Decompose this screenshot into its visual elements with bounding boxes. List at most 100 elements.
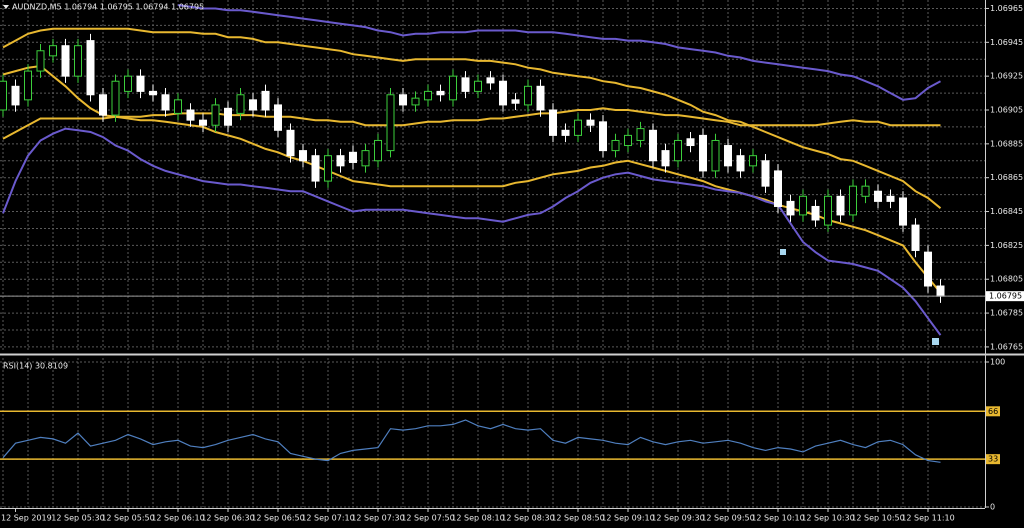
candle-body bbox=[149, 90, 157, 96]
candle-body bbox=[449, 75, 457, 101]
candle-body bbox=[249, 99, 257, 111]
candle-body bbox=[349, 151, 357, 163]
y-tick-label: 1.06885 bbox=[990, 139, 1023, 148]
y-tick-label: 33 bbox=[988, 455, 998, 464]
x-tick-label: 12 Sep 08:30 bbox=[501, 514, 554, 523]
x-tick-label: 12 Sep 2019 bbox=[1, 514, 52, 523]
candle-body bbox=[786, 200, 795, 216]
x-tick-label: 12 Sep 06:10 bbox=[151, 514, 204, 523]
candle-body bbox=[761, 160, 770, 187]
candle-body bbox=[386, 94, 395, 152]
candle-body bbox=[711, 139, 720, 172]
x-tick-label: 12 Sep 11:10 bbox=[901, 514, 954, 523]
candle-body bbox=[474, 80, 482, 92]
level-label-box bbox=[986, 454, 1000, 465]
candle-body bbox=[186, 109, 195, 121]
candle-body bbox=[461, 77, 470, 92]
current-price-box bbox=[986, 291, 1024, 302]
candle-body bbox=[649, 129, 657, 162]
x-tick-label: 12 Sep 08:10 bbox=[451, 514, 504, 523]
y-tick-label: 1.06865 bbox=[990, 173, 1023, 182]
candle-body bbox=[311, 155, 320, 182]
candle-body bbox=[861, 185, 870, 197]
candle-body bbox=[799, 195, 807, 216]
level-label-box bbox=[986, 406, 1000, 417]
marker bbox=[780, 249, 786, 255]
candle-body bbox=[549, 109, 557, 136]
candle-body bbox=[686, 138, 695, 147]
y-tick-label: 1.06825 bbox=[990, 241, 1023, 250]
x-tick-label: 12 Sep 07:50 bbox=[401, 514, 454, 523]
candle-body bbox=[624, 134, 632, 147]
candle-body bbox=[849, 185, 857, 216]
band-line bbox=[2, 64, 942, 294]
y-tick-label: 66 bbox=[988, 407, 998, 416]
candle-body bbox=[374, 139, 382, 162]
price-pane bbox=[0, 4, 985, 336]
candle-body bbox=[11, 85, 20, 106]
candle-body bbox=[411, 97, 420, 106]
candle-body bbox=[611, 139, 620, 152]
x-tick-label: 12 Sep 09:50 bbox=[701, 514, 754, 523]
candle-body bbox=[511, 99, 520, 104]
y-tick-label: 1.06805 bbox=[990, 275, 1023, 284]
candle-body bbox=[36, 50, 45, 72]
y-tick-label: 1.06785 bbox=[990, 309, 1023, 318]
rsi-pane bbox=[0, 410, 985, 463]
candle-body bbox=[99, 94, 107, 116]
candle-body bbox=[661, 150, 670, 167]
candle-body bbox=[261, 90, 270, 111]
candle-body bbox=[824, 195, 832, 226]
x-tick-label: 12 Sep 05:50 bbox=[101, 514, 154, 523]
candle-body bbox=[199, 119, 207, 126]
candle-body bbox=[0, 80, 7, 111]
current-price-label: 1.06795 bbox=[989, 292, 1022, 301]
x-tick-label: 12 Sep 09:30 bbox=[651, 514, 704, 523]
candle-body bbox=[274, 104, 282, 131]
candle-body bbox=[574, 119, 582, 136]
x-tick-label: 12 Sep 06:30 bbox=[201, 514, 254, 523]
candle-body bbox=[836, 195, 845, 216]
band-line bbox=[2, 107, 941, 140]
candle-body bbox=[111, 80, 120, 116]
candle-body bbox=[736, 155, 745, 172]
candle-body bbox=[911, 224, 920, 251]
candle-body bbox=[561, 129, 570, 136]
candle-body bbox=[211, 104, 220, 126]
candle-body bbox=[536, 85, 545, 111]
candle-body bbox=[136, 75, 145, 92]
rsi-line bbox=[2, 419, 941, 463]
x-tick-label: 12 Sep 09:10 bbox=[601, 514, 654, 523]
candle-body bbox=[774, 170, 782, 207]
candle-body bbox=[486, 77, 495, 84]
candle-body bbox=[636, 128, 645, 141]
candle-body bbox=[924, 251, 932, 287]
candle-body bbox=[174, 99, 182, 114]
candle-body bbox=[361, 150, 370, 167]
candle-body bbox=[49, 45, 57, 57]
candle-body bbox=[436, 90, 445, 96]
axes: 1.06965 1.06945 1.06925 1.06905 1.06885 1.068… bbox=[1, 4, 1024, 523]
candle-body bbox=[399, 94, 407, 106]
y-tick-label: 1.06845 bbox=[990, 207, 1023, 216]
candle-body bbox=[674, 139, 682, 162]
x-tick-label: 12 Sep 10:30 bbox=[801, 514, 854, 523]
band-line bbox=[2, 27, 942, 209]
marker bbox=[932, 338, 939, 345]
candle-body bbox=[499, 80, 507, 106]
y-tick-label: 1.06945 bbox=[990, 38, 1023, 47]
candle-body bbox=[749, 155, 757, 167]
candle-body bbox=[224, 107, 232, 126]
candle-body bbox=[299, 150, 307, 162]
x-tick-label: 12 Sep 08:50 bbox=[551, 514, 604, 523]
band-line bbox=[177, 4, 941, 101]
y-tick-label: 1.06965 bbox=[990, 4, 1023, 13]
candle-body bbox=[74, 45, 82, 77]
candle-body bbox=[724, 145, 732, 167]
x-tick-label: 12 Sep 07:30 bbox=[351, 514, 404, 523]
candle-body bbox=[324, 155, 332, 182]
x-tick-label: 12 Sep 10:10 bbox=[751, 514, 804, 523]
band-line bbox=[2, 127, 942, 336]
